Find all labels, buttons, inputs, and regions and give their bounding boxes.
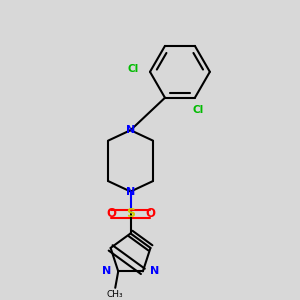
Text: N: N bbox=[101, 266, 111, 276]
Text: Cl: Cl bbox=[192, 105, 203, 115]
Text: O: O bbox=[145, 208, 155, 220]
Text: Cl: Cl bbox=[128, 64, 139, 74]
Text: CH₃: CH₃ bbox=[107, 290, 124, 299]
Text: N: N bbox=[150, 266, 160, 276]
Text: S: S bbox=[126, 208, 135, 220]
Text: N: N bbox=[126, 187, 135, 196]
Text: N: N bbox=[126, 125, 135, 135]
Text: O: O bbox=[106, 208, 116, 220]
